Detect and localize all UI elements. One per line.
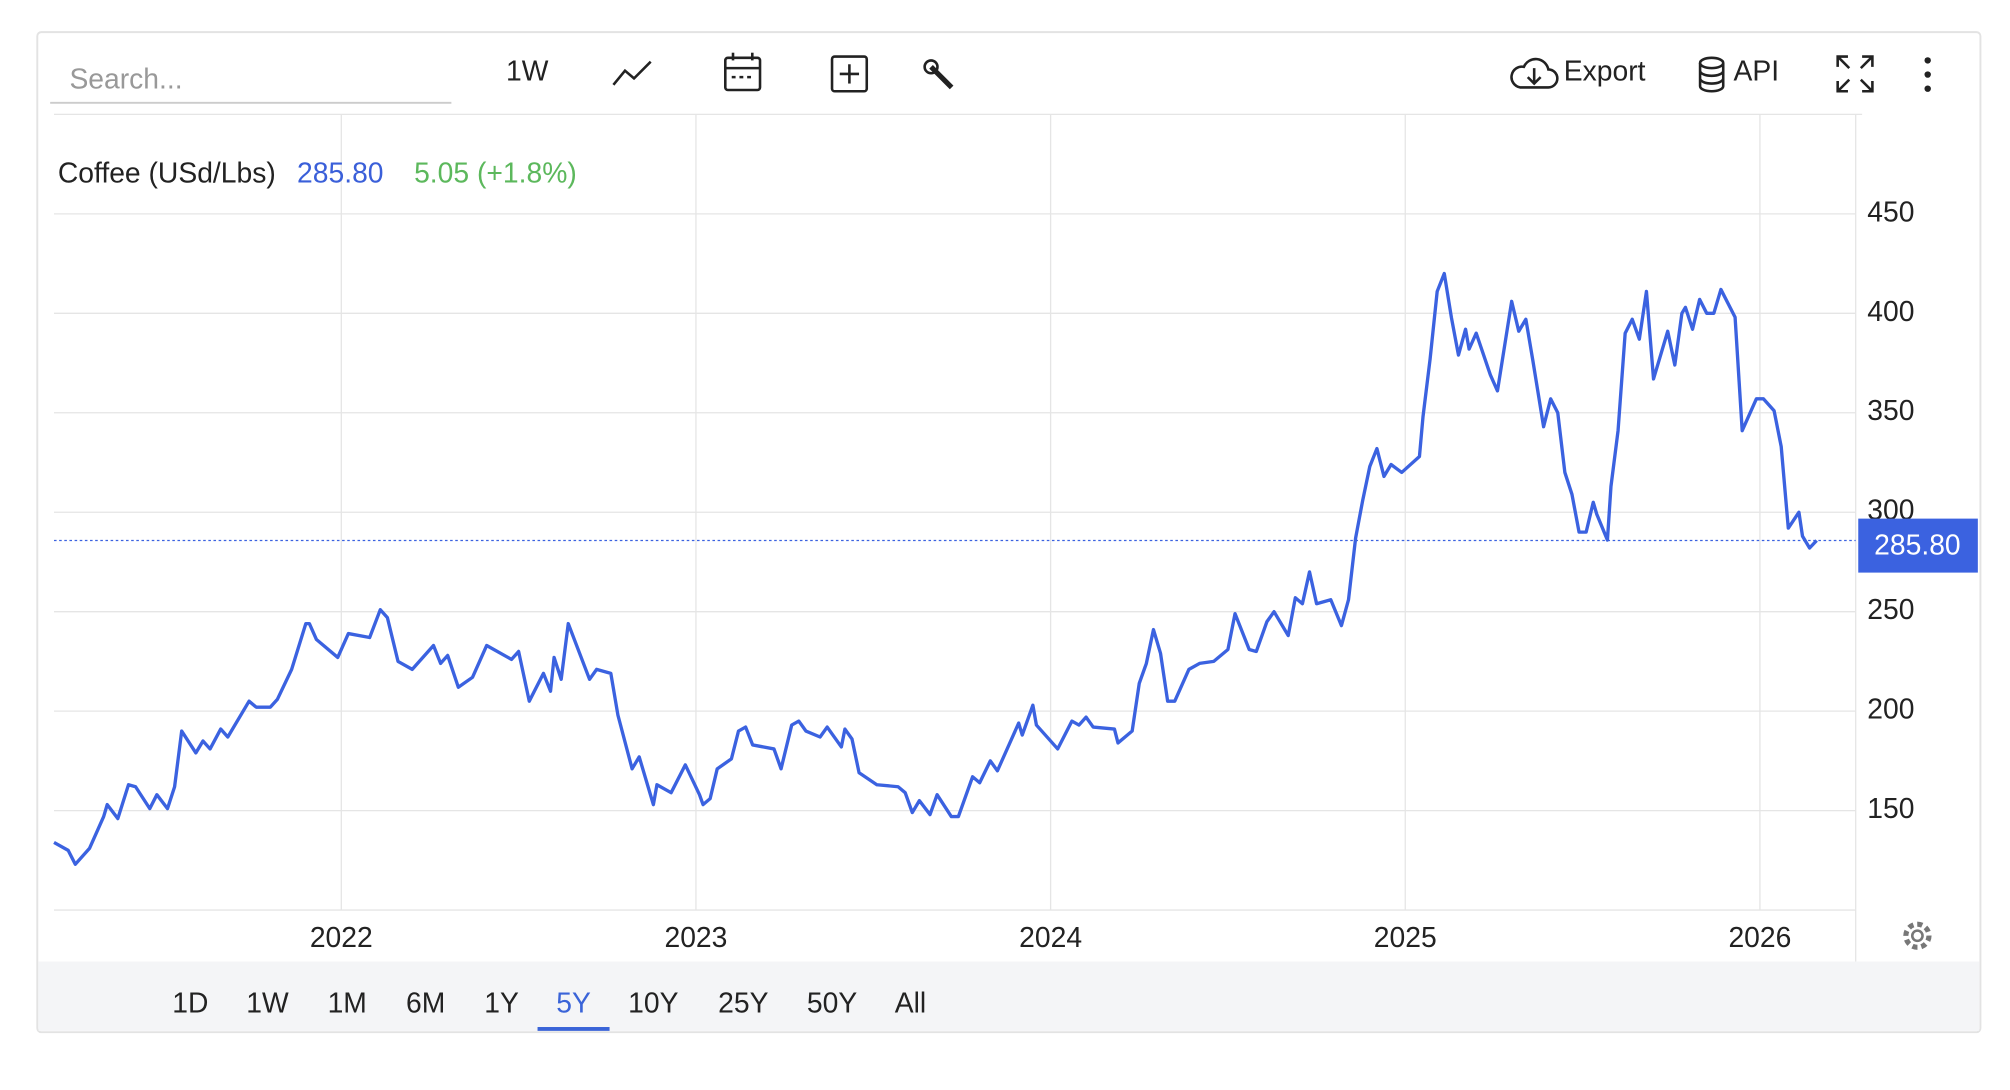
x-tick-label: 2026 xyxy=(1728,921,1791,953)
y-tick-label: 350 xyxy=(1867,394,1914,426)
x-tick-label: 2025 xyxy=(1374,921,1437,953)
chart-type-icon[interactable] xyxy=(612,60,652,86)
grid xyxy=(54,114,1856,911)
interval-button[interactable]: 1W xyxy=(506,55,549,87)
range-button[interactable]: 1W xyxy=(246,987,289,1019)
last-price: 285.80 xyxy=(297,156,383,188)
y-tick-label: 450 xyxy=(1867,195,1914,227)
range-button[interactable]: 10Y xyxy=(628,987,678,1019)
y-tick-label: 250 xyxy=(1867,593,1914,625)
range-bar xyxy=(38,961,1980,1031)
range-button[interactable]: 5Y xyxy=(556,987,591,1019)
search-box[interactable]: Search... xyxy=(50,62,452,104)
range-button[interactable]: 50Y xyxy=(807,987,857,1019)
export-button[interactable]: Export xyxy=(1564,55,1646,87)
x-tick-label: 2022 xyxy=(310,921,373,953)
range-button[interactable]: 6M xyxy=(406,987,445,1019)
widget-frame xyxy=(36,31,1982,1034)
plot xyxy=(53,271,1856,866)
fullscreen-icon[interactable] xyxy=(1836,55,1874,93)
price-line xyxy=(53,271,1818,866)
range-button[interactable]: 1M xyxy=(328,987,367,1019)
settings-icon[interactable] xyxy=(1903,921,1932,950)
api-button[interactable]: API xyxy=(1734,55,1780,87)
instrument-name: Coffee (USd/Lbs) xyxy=(58,156,276,188)
y-tick-label: 200 xyxy=(1867,693,1914,725)
range-button[interactable]: All xyxy=(895,987,926,1019)
range-button[interactable]: 1D xyxy=(172,987,208,1019)
y-tick-label: 400 xyxy=(1867,295,1914,327)
tools-icon[interactable] xyxy=(923,59,954,90)
range-buttons: 1D 1W 1M 6M 1Y 5Y 10Y 25Y 50Y All xyxy=(172,987,926,1031)
export-icon[interactable] xyxy=(1510,57,1559,89)
price-change: 5.05 (+1.8%) xyxy=(414,156,577,188)
active-range-underline xyxy=(537,1027,610,1031)
more-menu[interactable] xyxy=(1924,57,1931,92)
last-price-label: 285.80 xyxy=(1874,528,1960,560)
x-tick-label: 2024 xyxy=(1019,921,1082,953)
range-button[interactable]: 1Y xyxy=(484,987,519,1019)
last-price-flag xyxy=(1858,518,1978,573)
range-button[interactable]: 25Y xyxy=(718,987,768,1019)
x-tick-label: 2023 xyxy=(664,921,727,953)
calendar-icon[interactable] xyxy=(724,52,762,92)
api-icon[interactable] xyxy=(1698,56,1725,93)
search-placeholder: Search... xyxy=(69,62,182,94)
add-indicator-icon[interactable] xyxy=(830,55,869,93)
y-tick-label: 150 xyxy=(1867,792,1914,824)
